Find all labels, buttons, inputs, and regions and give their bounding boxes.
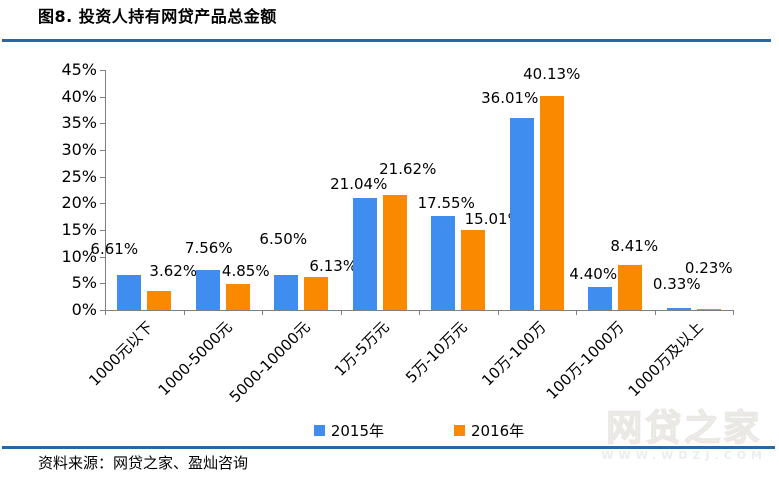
x-tick-mark	[497, 310, 499, 315]
y-tick-mark	[100, 256, 105, 258]
bar-2015年-8	[666, 308, 691, 310]
y-axis-tick-label: 30%	[61, 140, 97, 159]
bar-2015年-6	[509, 117, 534, 310]
value-label-2016年-6: 40.13%	[523, 64, 581, 83]
y-tick-mark	[100, 123, 105, 125]
y-axis-tick-label: 10%	[61, 246, 97, 266]
x-tick-mark	[576, 310, 577, 315]
legend-label-2015: 2015年	[330, 422, 384, 440]
bar-2015年-4	[352, 197, 377, 310]
bar-2016年-8	[696, 308, 721, 310]
y-axis-tick-label: 20%	[61, 193, 97, 213]
legend-swatch-2016-icon	[454, 425, 465, 436]
chart-legend: 2015年 2016年	[105, 420, 733, 441]
y-tick-mark	[100, 96, 105, 98]
value-label-2015年-1: 6.61%	[90, 239, 139, 258]
value-label-2015年-2: 7.56%	[184, 238, 233, 257]
legend-label-2016: 2016年	[471, 422, 525, 440]
value-label-2015年-6: 36.01%	[481, 88, 539, 107]
y-axis-tick-label: 45%	[61, 60, 97, 79]
watermark-url-text: WWW.WDZJ.COM	[601, 449, 767, 462]
bottom-divider-rule	[2, 446, 775, 449]
bar-2016年-5	[461, 229, 486, 310]
source-note: 资料来源：网贷之家、盈灿咨询	[38, 454, 249, 472]
x-tick-mark	[654, 310, 656, 315]
y-axis-line	[105, 70, 106, 310]
y-axis-tick-label: 25%	[61, 166, 97, 186]
y-tick-mark	[100, 150, 105, 151]
value-label-2015年-5: 17.55%	[417, 194, 475, 213]
value-label-2016年-5: 15.01%	[464, 209, 522, 228]
y-axis-tick-label: 5%	[71, 273, 97, 293]
value-label-2016年-2: 4.85%	[221, 262, 270, 281]
value-label-2015年-4: 21.04%	[330, 174, 388, 193]
bar-2015年-3	[274, 275, 299, 310]
value-label-2016年-3: 6.13%	[309, 257, 358, 276]
value-label-2015年-3: 6.50%	[259, 230, 308, 249]
value-label-2015年-7: 4.40%	[569, 264, 618, 283]
x-tick-mark	[262, 310, 263, 315]
bar-2015年-2	[195, 269, 220, 310]
bar-2015年-7	[588, 286, 613, 310]
y-axis-tick-label: 15%	[61, 220, 97, 239]
watermark: 网贷之家 WWW.WDZJ.COM	[601, 408, 767, 462]
y-axis-tick-label: 35%	[61, 113, 97, 133]
y-tick-mark	[100, 310, 105, 311]
x-tick-mark	[733, 310, 734, 315]
y-axis-tick-label: 0%	[71, 300, 97, 319]
watermark-brand-text: 网贷之家	[606, 408, 763, 449]
y-tick-mark	[100, 203, 105, 205]
legend-item-2015: 2015年	[313, 420, 384, 441]
top-divider-rule	[2, 39, 771, 42]
y-tick-mark	[100, 176, 105, 178]
bar-2016年-2	[225, 284, 250, 310]
x-tick-mark	[105, 310, 106, 315]
bar-2016年-4	[382, 194, 407, 310]
value-label-2015年-8: 0.33%	[652, 275, 701, 294]
bar-2015年-1	[117, 274, 142, 310]
value-label-2016年-4: 21.62%	[379, 159, 437, 178]
chart-title: 图8. 投资人持有网贷产品总金额	[38, 7, 277, 26]
bar-2015年-5	[431, 216, 456, 310]
legend-item-2016: 2016年	[454, 420, 524, 441]
bar-2016年-1	[147, 290, 172, 310]
y-tick-mark	[100, 70, 105, 71]
x-tick-mark	[419, 310, 420, 315]
value-label-2016年-1: 3.62%	[149, 261, 198, 280]
bar-2016年-3	[304, 277, 329, 310]
legend-swatch-2015-icon	[313, 425, 325, 436]
y-axis-tick-label: 40%	[61, 86, 97, 106]
bar-2016年-6	[539, 95, 564, 310]
x-tick-mark	[340, 310, 342, 315]
y-tick-mark	[100, 283, 105, 285]
y-tick-mark	[100, 230, 105, 231]
x-tick-mark	[183, 310, 185, 315]
bar-2016年-7	[618, 265, 643, 310]
value-label-2016年-8: 0.23%	[684, 258, 733, 277]
value-label-2016年-7: 8.41%	[610, 237, 659, 256]
